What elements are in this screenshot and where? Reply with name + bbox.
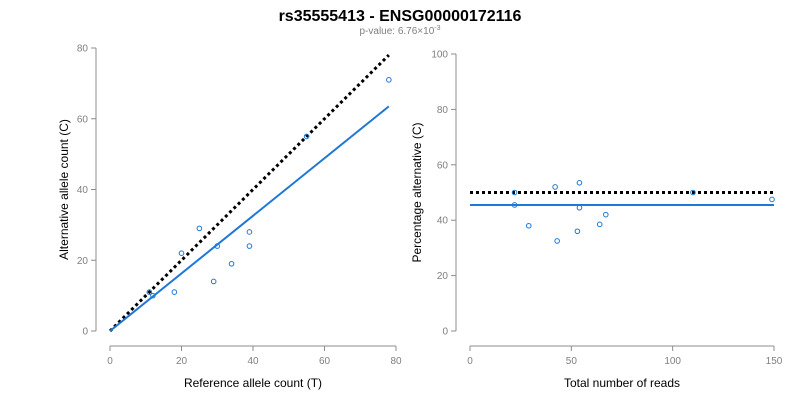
allele-count-x-tick-label: 60	[319, 356, 331, 367]
percentage-data-point	[574, 228, 581, 235]
percentage-data-point	[576, 180, 583, 186]
percentage-x-tick-label: 0	[467, 356, 473, 367]
allele-count-x-tick-label: 40	[247, 356, 259, 367]
percentage-data-point	[769, 196, 775, 203]
percentage-data-point	[596, 221, 603, 228]
percentage-data-point	[511, 202, 518, 208]
percentage-data-point	[602, 211, 609, 218]
allele-count-y-tick-label: 60	[77, 114, 89, 125]
percentage-data-point	[525, 222, 532, 229]
percentage-data-point	[511, 189, 518, 196]
allele-count-data-point	[196, 225, 203, 232]
percentage-data-point	[690, 189, 696, 196]
percentage-y-tick-label: 0	[442, 327, 448, 338]
percentage-y-tick-label: 80	[437, 105, 449, 116]
allele-count-data-point	[150, 292, 156, 299]
allele-count-data-point	[178, 250, 185, 256]
chart-title: rs35555413 - ENSG00000172116	[279, 8, 522, 25]
allele-count-x-tick-label: 80	[390, 356, 402, 367]
allele-count-data-point	[210, 278, 217, 285]
percentage-data-point	[554, 238, 560, 244]
allele-count-data-point	[214, 243, 221, 249]
allele-count-y-axis-label: Alternative allele count (C)	[57, 119, 71, 260]
percentage-y-tick-label: 60	[437, 160, 449, 171]
allele-count-data-point	[146, 289, 153, 295]
percentage-x-tick-label: 50	[566, 356, 578, 367]
percentage-x-tick-label: 100	[664, 356, 681, 367]
percentage-y-tick-label: 100	[431, 50, 448, 61]
allele-count-panel: 0 20 40 60 80 0 20 40 60 80 Reference allele count…	[57, 44, 402, 391]
percentage-x-axis-label: Total number of reads	[564, 376, 680, 390]
allele-count-fit-line	[109, 105, 390, 332]
allele-count-y-tick-label: 20	[77, 256, 89, 267]
p-value-text: p-value: 6.76×10	[359, 26, 434, 37]
allele-count-y-tick-label: 80	[77, 44, 89, 55]
percentage-data-point	[552, 184, 558, 190]
chart-subtitle: p-value: 6.76×10-3	[359, 25, 440, 37]
percentage-y-tick-label: 20	[437, 271, 449, 282]
p-value-exponent: -3	[434, 25, 440, 32]
percentage-x-tick-label: 150	[766, 356, 783, 367]
allele-count-data-point	[303, 133, 310, 140]
allele-count-reference-line	[108, 54, 390, 333]
allele-count-x-axis-label: Reference allele count (T)	[184, 376, 322, 390]
percentage-data-point	[576, 204, 583, 211]
allele-count-x-tick-label: 20	[176, 356, 188, 367]
percentage-y-axis-label: Percentage alternative (C)	[410, 122, 424, 262]
allele-count-data-point	[246, 243, 253, 249]
allele-count-data-point	[386, 77, 392, 83]
percentage-y-tick-label: 40	[437, 216, 449, 227]
allele-count-data-point	[228, 260, 235, 267]
allele-count-y-tick-label: 0	[82, 327, 88, 338]
percentage-panel: 0 50 100 150 0 20 40 60 80 100 Total number of rea…	[410, 50, 783, 391]
allele-count-data-point	[246, 229, 253, 235]
allele-count-x-tick-label: 0	[107, 356, 113, 367]
allele-count-y-tick-label: 40	[77, 185, 89, 196]
allele-count-data-point	[171, 289, 178, 295]
